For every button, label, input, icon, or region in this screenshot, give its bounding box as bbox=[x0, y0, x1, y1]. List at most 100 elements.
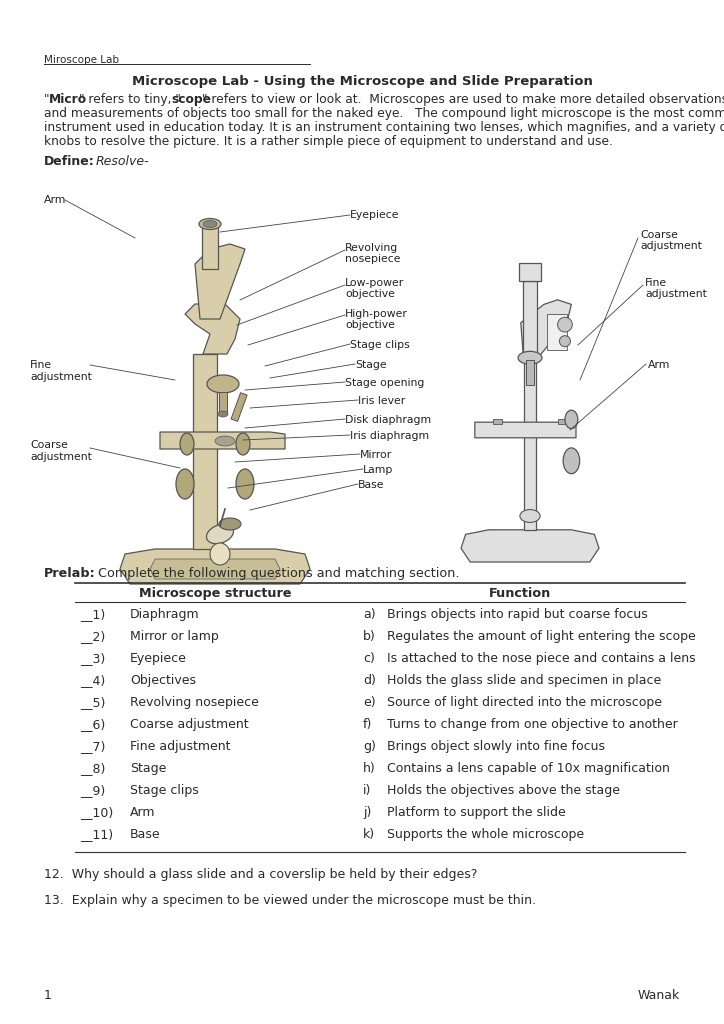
Text: Diaphragm: Diaphragm bbox=[130, 608, 200, 621]
Text: " refers to view or look at.  Microscopes are used to make more detailed observa: " refers to view or look at. Microscopes… bbox=[202, 93, 724, 106]
Text: Fine
adjustment: Fine adjustment bbox=[30, 360, 92, 382]
Text: objective: objective bbox=[345, 319, 395, 330]
Text: Microscope Lab - Using the Microscope and Slide Preparation: Microscope Lab - Using the Microscope an… bbox=[132, 75, 592, 88]
Text: Source of light directed into the microscope: Source of light directed into the micros… bbox=[387, 696, 662, 709]
Text: Revolving: Revolving bbox=[345, 243, 398, 253]
Text: __10): __10) bbox=[80, 806, 113, 819]
Text: 13.  Explain why a specimen to be viewed under the microscope must be thin.: 13. Explain why a specimen to be viewed … bbox=[44, 894, 536, 907]
Text: __7): __7) bbox=[80, 740, 106, 753]
Text: knobs to resolve the picture. It is a rather simple piece of equipment to unders: knobs to resolve the picture. It is a ra… bbox=[44, 135, 613, 148]
Bar bbox=[547, 313, 567, 350]
Bar bbox=[202, 224, 218, 269]
Text: Base: Base bbox=[130, 828, 161, 841]
Text: Micro: Micro bbox=[49, 93, 87, 106]
Text: Holds the glass slide and specimen in place: Holds the glass slide and specimen in pl… bbox=[387, 674, 661, 687]
Polygon shape bbox=[150, 559, 280, 579]
Text: g): g) bbox=[363, 740, 376, 753]
Text: Objectives: Objectives bbox=[130, 674, 196, 687]
Text: Lamp: Lamp bbox=[363, 465, 393, 475]
Text: Base: Base bbox=[358, 480, 384, 490]
Text: Stage: Stage bbox=[130, 762, 167, 775]
Text: Coarse
adjustment: Coarse adjustment bbox=[30, 440, 92, 462]
Ellipse shape bbox=[518, 351, 542, 365]
Ellipse shape bbox=[215, 436, 235, 446]
Polygon shape bbox=[521, 300, 571, 359]
Text: Disk diaphragm: Disk diaphragm bbox=[345, 415, 431, 425]
Bar bbox=[193, 354, 217, 549]
Text: Define:: Define: bbox=[44, 155, 95, 168]
Text: ": " bbox=[44, 93, 49, 106]
Text: " refers to tiny, ": " refers to tiny, " bbox=[79, 93, 181, 106]
Text: d): d) bbox=[363, 674, 376, 687]
Bar bbox=[519, 263, 541, 282]
Text: Low-power: Low-power bbox=[345, 278, 404, 288]
Text: e): e) bbox=[363, 696, 376, 709]
Text: Eyepiece: Eyepiece bbox=[350, 210, 400, 220]
Text: __3): __3) bbox=[80, 652, 105, 665]
Ellipse shape bbox=[557, 317, 572, 332]
Text: High-power: High-power bbox=[345, 309, 408, 319]
Ellipse shape bbox=[219, 518, 241, 530]
Ellipse shape bbox=[180, 433, 194, 455]
Ellipse shape bbox=[563, 447, 580, 474]
Text: Fine adjustment: Fine adjustment bbox=[130, 740, 230, 753]
Text: adjustment: adjustment bbox=[645, 289, 707, 299]
Text: Stage clips: Stage clips bbox=[130, 784, 199, 797]
Text: Arm: Arm bbox=[130, 806, 156, 819]
Polygon shape bbox=[160, 432, 285, 449]
Text: Prelab:: Prelab: bbox=[44, 567, 96, 580]
Text: Resolve-: Resolve- bbox=[96, 155, 150, 168]
Text: Coarse adjustment: Coarse adjustment bbox=[130, 718, 248, 731]
Text: __5): __5) bbox=[80, 696, 106, 709]
Text: h): h) bbox=[363, 762, 376, 775]
Text: Stage clips: Stage clips bbox=[350, 340, 410, 350]
Text: adjustment: adjustment bbox=[640, 241, 702, 251]
Polygon shape bbox=[120, 549, 310, 584]
Text: Brings objects into rapid but coarse focus: Brings objects into rapid but coarse foc… bbox=[387, 608, 648, 621]
Text: k): k) bbox=[363, 828, 375, 841]
Text: Wanak: Wanak bbox=[638, 989, 680, 1002]
Polygon shape bbox=[475, 422, 576, 438]
Text: b): b) bbox=[363, 630, 376, 643]
Text: Arm: Arm bbox=[44, 195, 67, 205]
Text: Complete the following questions and matching section.: Complete the following questions and mat… bbox=[94, 567, 460, 580]
Ellipse shape bbox=[176, 469, 194, 499]
Bar bbox=[493, 420, 502, 424]
Text: Supports the whole microscope: Supports the whole microscope bbox=[387, 828, 584, 841]
Text: Iris diaphragm: Iris diaphragm bbox=[350, 431, 429, 441]
Text: __9): __9) bbox=[80, 784, 105, 797]
Text: Regulates the amount of light entering the scope: Regulates the amount of light entering t… bbox=[387, 630, 696, 643]
Text: 12.  Why should a glass slide and a coverslip be held by their edges?: 12. Why should a glass slide and a cover… bbox=[44, 868, 477, 881]
Text: a): a) bbox=[363, 608, 376, 621]
Text: nosepiece: nosepiece bbox=[345, 254, 400, 264]
Text: Brings object slowly into fine focus: Brings object slowly into fine focus bbox=[387, 740, 605, 753]
Text: __1): __1) bbox=[80, 608, 105, 621]
Text: i): i) bbox=[363, 784, 371, 797]
Text: Miroscope Lab: Miroscope Lab bbox=[44, 55, 119, 65]
Text: scope: scope bbox=[171, 93, 211, 106]
Text: and measurements of objects too small for the naked eye.   The compound light mi: and measurements of objects too small fo… bbox=[44, 106, 724, 120]
Bar bbox=[219, 392, 227, 414]
Text: __2): __2) bbox=[80, 630, 105, 643]
Text: Fine: Fine bbox=[645, 278, 667, 288]
Text: Turns to change from one objective to another: Turns to change from one objective to an… bbox=[387, 718, 678, 731]
Text: Contains a lens capable of 10x magnification: Contains a lens capable of 10x magnifica… bbox=[387, 762, 670, 775]
Bar bbox=[231, 392, 247, 422]
Text: Arm: Arm bbox=[648, 360, 670, 370]
Text: Stage: Stage bbox=[355, 360, 387, 370]
Text: __8): __8) bbox=[80, 762, 106, 775]
Text: Revolving nosepiece: Revolving nosepiece bbox=[130, 696, 259, 709]
Bar bbox=[523, 282, 537, 359]
Text: 1: 1 bbox=[44, 989, 52, 1002]
Text: __6): __6) bbox=[80, 718, 105, 731]
Text: Stage opening: Stage opening bbox=[345, 378, 424, 388]
Ellipse shape bbox=[236, 433, 250, 455]
Text: j): j) bbox=[363, 806, 371, 819]
Ellipse shape bbox=[203, 220, 217, 227]
Text: Holds the objectives above the stage: Holds the objectives above the stage bbox=[387, 784, 620, 797]
Text: Microscope structure: Microscope structure bbox=[139, 587, 291, 600]
Text: __4): __4) bbox=[80, 674, 105, 687]
Text: Platform to support the slide: Platform to support the slide bbox=[387, 806, 565, 819]
Ellipse shape bbox=[218, 411, 228, 417]
Text: Function: Function bbox=[489, 587, 551, 600]
